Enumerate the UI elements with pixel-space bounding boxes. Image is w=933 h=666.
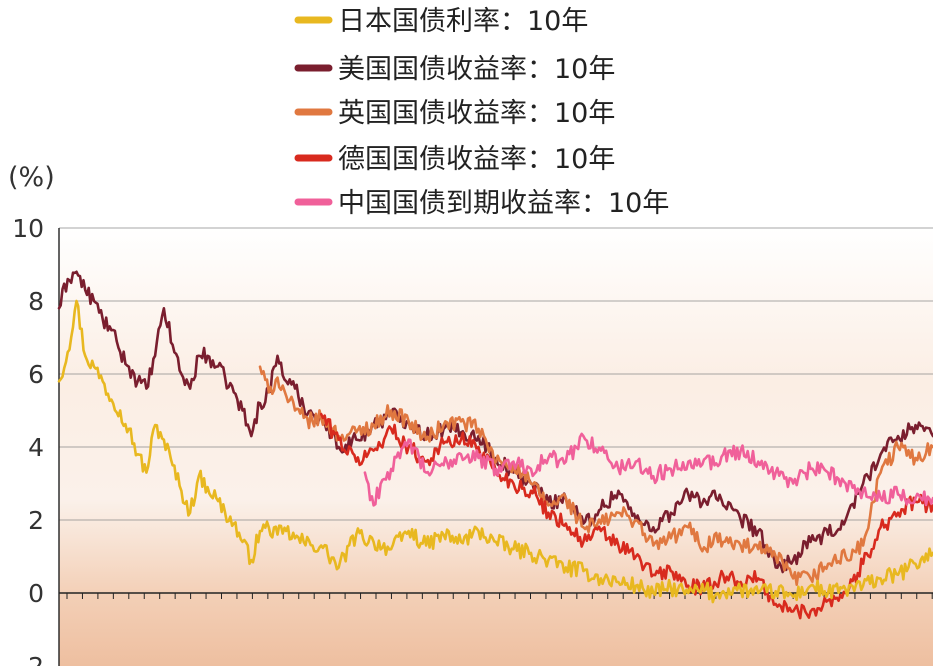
x-axis-ticks bbox=[66, 593, 933, 599]
legend-label: 德国国债收益率：10年 bbox=[338, 144, 615, 175]
y-tick-label: 6 bbox=[28, 360, 44, 389]
series-lines bbox=[57, 270, 933, 620]
y-axis-tick-labels: −2 0 2 4 6 8 10 bbox=[7, 214, 44, 666]
y-tick-label: 10 bbox=[12, 214, 44, 243]
series-line-3 bbox=[258, 365, 933, 586]
legend: 日本国债利率：10年美国国债收益率：10年英国国债收益率：10年德国国债收益率：… bbox=[294, 6, 669, 219]
y-tick-label: 4 bbox=[28, 433, 44, 462]
y-axis-unit-label: (%) bbox=[8, 162, 55, 193]
legend-label: 日本国债利率：10年 bbox=[338, 6, 588, 37]
legend-label: 美国国债收益率：10年 bbox=[338, 54, 615, 85]
series-line-1 bbox=[57, 299, 933, 604]
y-tick-label: 8 bbox=[28, 287, 44, 316]
legend-label: 中国国债到期收益率：10年 bbox=[338, 188, 669, 219]
series-line-5 bbox=[363, 432, 933, 507]
y-tick-label: 2 bbox=[28, 506, 44, 535]
legend-label: 英国国债收益率：10年 bbox=[338, 98, 615, 129]
y-tick-label: −2 bbox=[7, 652, 44, 666]
y-tick-label: 0 bbox=[28, 579, 44, 608]
